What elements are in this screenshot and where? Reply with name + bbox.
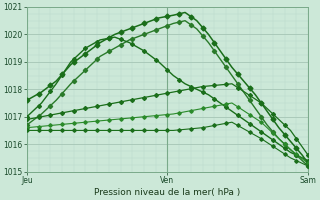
- X-axis label: Pression niveau de la mer( hPa ): Pression niveau de la mer( hPa ): [94, 188, 241, 197]
